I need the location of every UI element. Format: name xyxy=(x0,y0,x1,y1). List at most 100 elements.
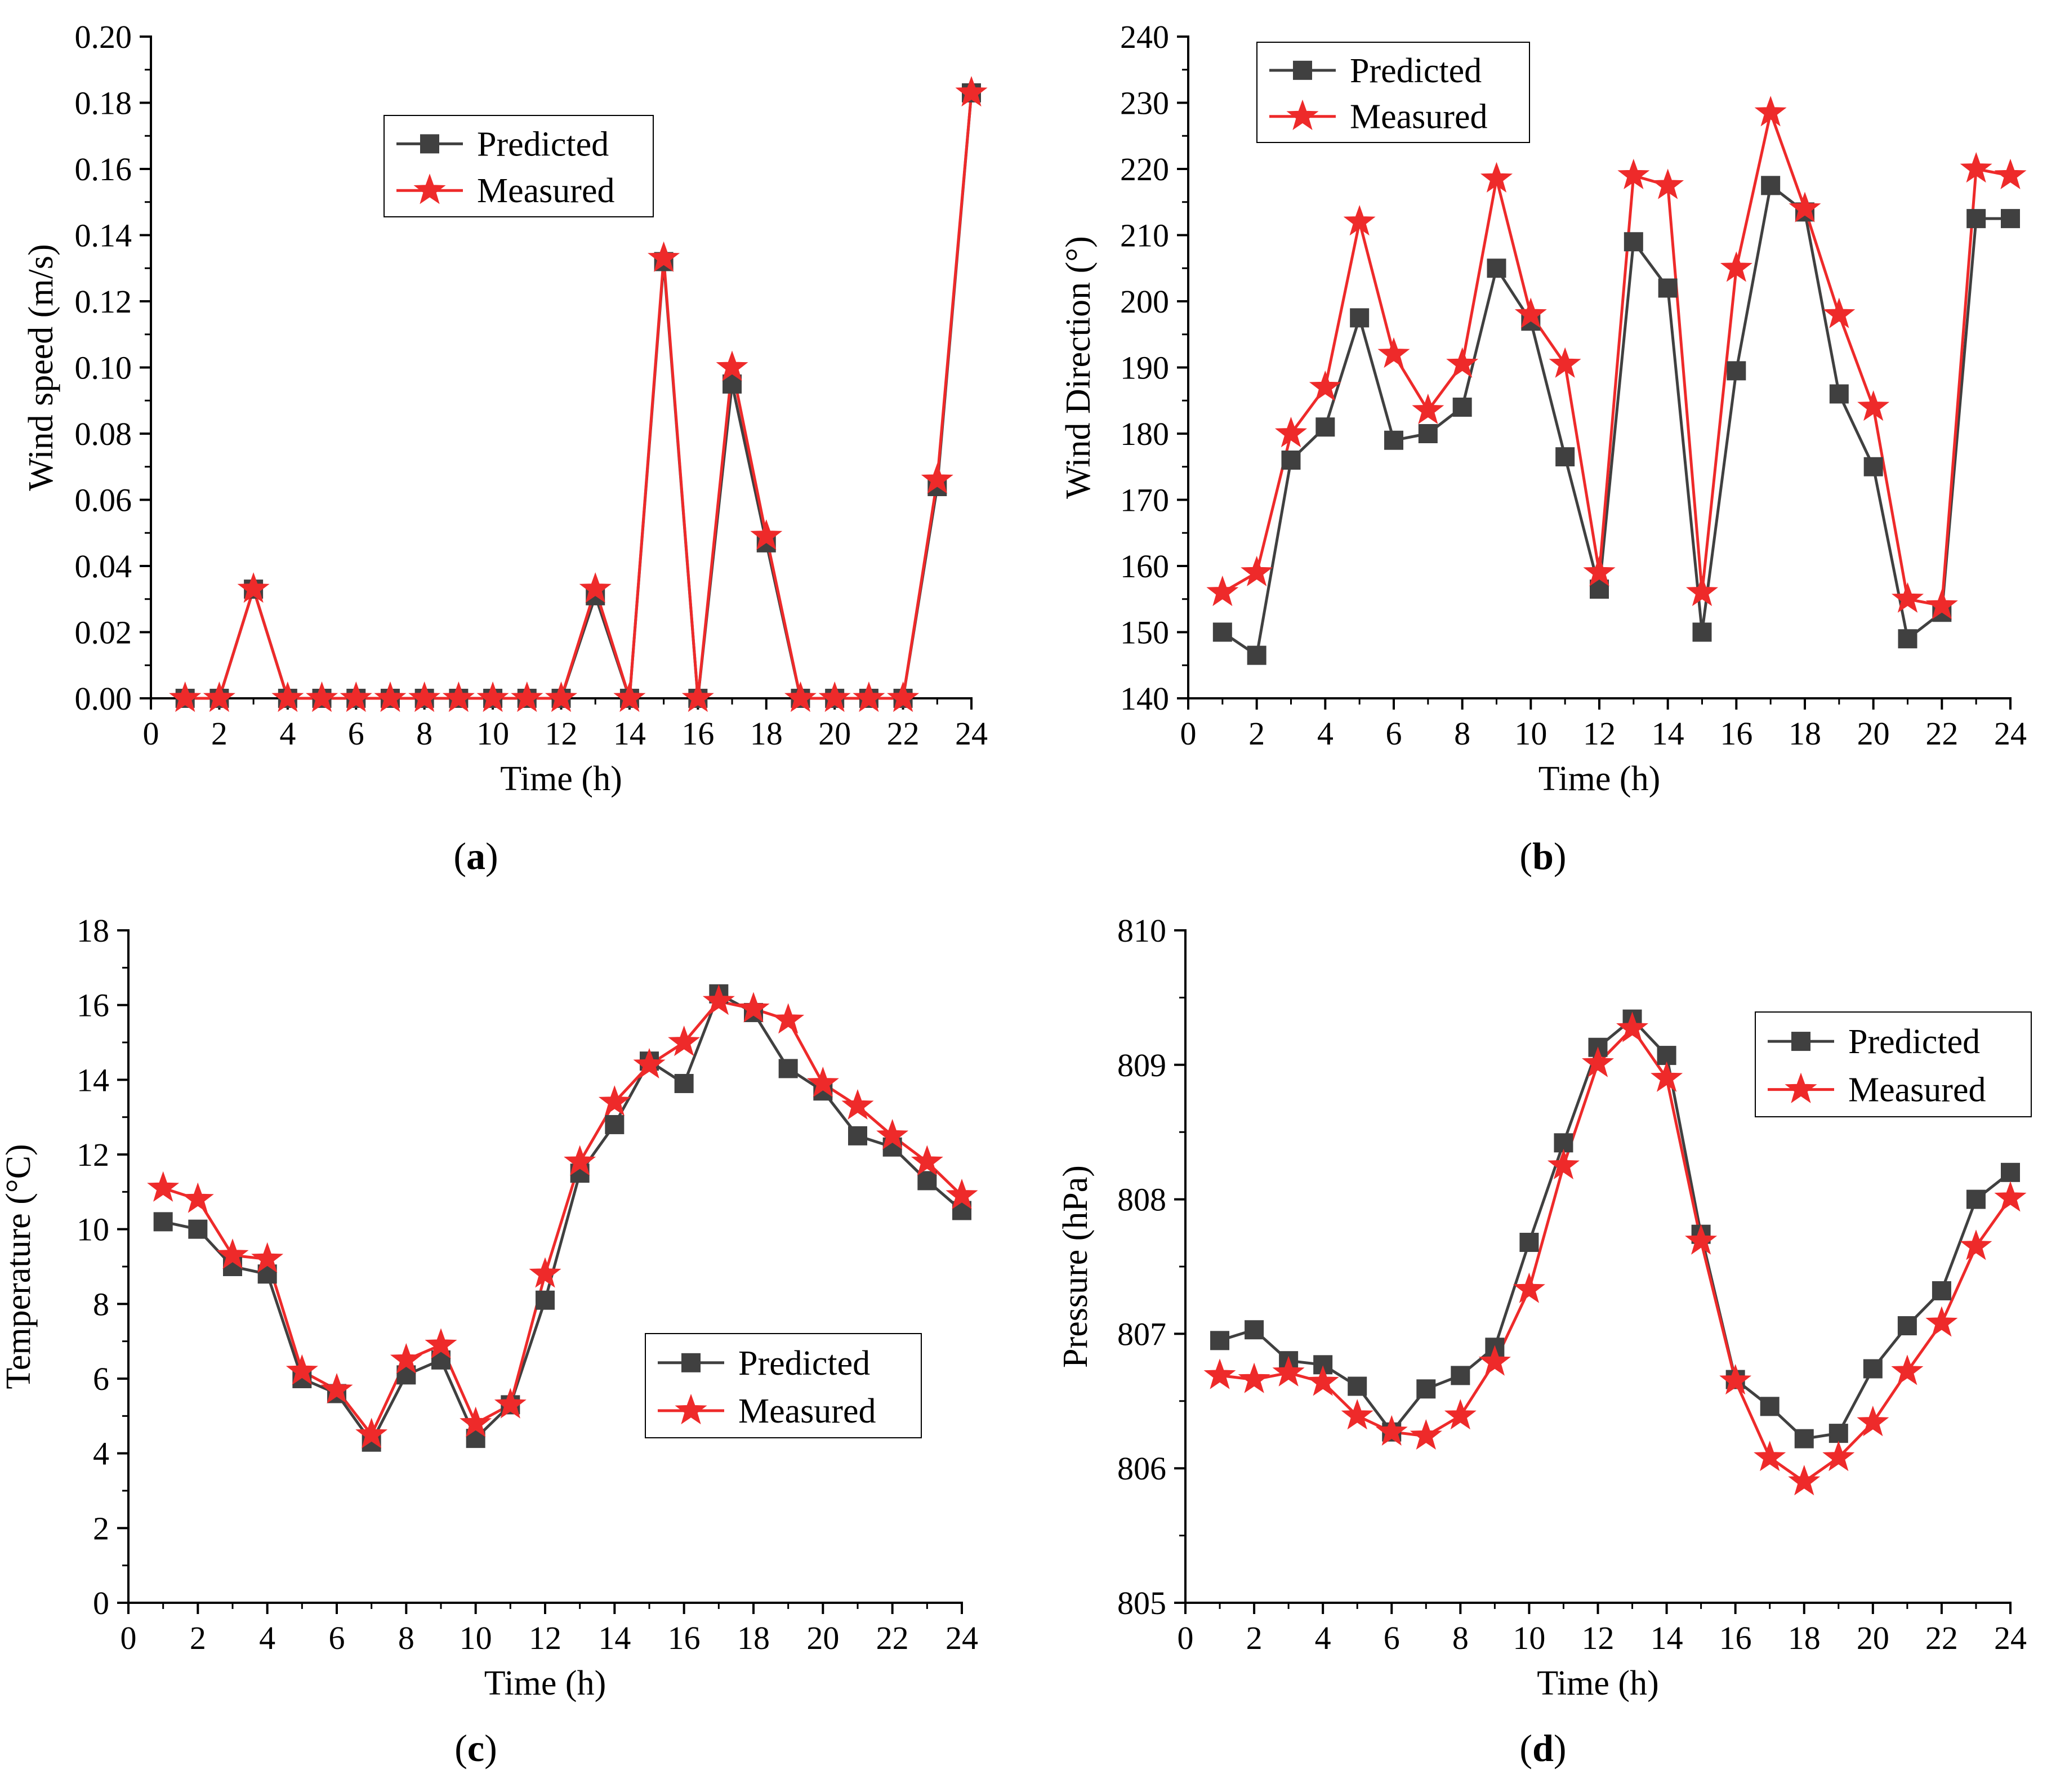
data-point-measured-d xyxy=(1651,1061,1683,1092)
data-point-measured-c xyxy=(876,1118,909,1150)
data-point-measured-c xyxy=(390,1343,422,1374)
data-point-measured-d xyxy=(1444,1399,1477,1430)
data-point-measured-b xyxy=(1343,205,1376,236)
data-point-measured-b xyxy=(1583,555,1616,586)
data-point-measured-c xyxy=(286,1354,318,1385)
data-point-measured-d xyxy=(1616,1011,1649,1042)
x-tick-label-c: 4 xyxy=(259,1620,275,1656)
data-point-measured-b xyxy=(1617,158,1650,190)
y-tick-label-c: 0 xyxy=(93,1585,109,1621)
x-tick-label-d: 2 xyxy=(1246,1620,1263,1656)
y-tick-label-b: 240 xyxy=(1120,19,1169,55)
data-point-predicted-b xyxy=(1863,457,1883,476)
data-point-measured-c xyxy=(737,992,770,1023)
data-point-measured-a xyxy=(716,350,748,381)
legend-marker-measured-a xyxy=(413,173,446,204)
data-point-measured-c xyxy=(702,984,735,1015)
x-tick-label-b: 2 xyxy=(1248,715,1265,752)
y-tick-label-a: 0.10 xyxy=(75,350,132,386)
data-point-measured-a xyxy=(818,681,851,712)
y-tick-label-a: 0.00 xyxy=(75,680,132,717)
data-point-measured-a xyxy=(887,681,920,712)
legend-box-a xyxy=(383,115,654,217)
data-point-predicted-b xyxy=(1281,451,1301,470)
data-point-measured-d xyxy=(1994,1181,2027,1212)
legend-marker-measured-c xyxy=(675,1393,707,1425)
data-point-predicted-d xyxy=(1519,1233,1539,1252)
data-point-measured-d xyxy=(1238,1362,1270,1393)
y-tick-label-b: 220 xyxy=(1120,151,1169,188)
y-tick-label-b: 200 xyxy=(1120,283,1169,320)
data-point-measured-b xyxy=(1446,347,1479,378)
y-tick-label-a: 0.16 xyxy=(75,151,132,188)
data-point-measured-d xyxy=(1581,1046,1615,1077)
data-point-measured-d xyxy=(1203,1358,1236,1389)
data-point-measured-d xyxy=(1788,1465,1821,1496)
x-tick-label-d: 6 xyxy=(1384,1620,1400,1656)
y-tick-label-a: 0.08 xyxy=(75,416,132,452)
data-point-measured-a xyxy=(476,681,509,712)
series-line-measured-d xyxy=(1219,1027,2012,1483)
x-tick-label-a: 22 xyxy=(887,715,920,752)
x-tick-label-b: 16 xyxy=(1720,715,1752,752)
x-axis-label-d: Time (h) xyxy=(1537,1664,1658,1702)
data-point-predicted-c xyxy=(605,1115,625,1134)
data-point-measured-a xyxy=(442,681,475,712)
data-point-measured-d xyxy=(1754,1441,1786,1472)
data-point-predicted-b xyxy=(1966,209,1986,229)
data-point-predicted-d xyxy=(1210,1331,1230,1350)
legend-label-measured-c: Measured xyxy=(738,1392,876,1430)
data-point-measured-b xyxy=(1823,297,1856,328)
y-tick-label-d: 806 xyxy=(1117,1450,1166,1487)
data-point-measured-a xyxy=(408,681,441,712)
data-point-measured-d xyxy=(1478,1345,1511,1376)
y-tick-label-d: 805 xyxy=(1117,1585,1166,1621)
legend-box-b xyxy=(1256,42,1530,143)
legend-marker-measured-b xyxy=(1286,99,1319,131)
data-point-predicted-d xyxy=(1416,1379,1436,1399)
data-point-predicted-d xyxy=(1829,1424,1848,1443)
x-tick-label-a: 20 xyxy=(818,715,851,752)
y-tick-label-a: 0.12 xyxy=(75,283,132,320)
data-point-measured-b xyxy=(1652,168,1684,199)
data-point-measured-d xyxy=(1960,1229,1992,1260)
legend-label-measured-d: Measured xyxy=(1848,1071,1986,1109)
data-point-measured-a xyxy=(545,681,578,712)
data-point-measured-b xyxy=(1514,297,1547,328)
data-point-measured-b xyxy=(1309,370,1341,402)
data-point-measured-b xyxy=(1206,576,1239,607)
x-axis-label-c: Time (h) xyxy=(484,1664,606,1702)
data-point-measured-d xyxy=(1306,1365,1339,1396)
data-point-measured-d xyxy=(1547,1148,1580,1180)
data-point-measured-a xyxy=(579,572,612,603)
data-point-measured-a xyxy=(921,463,953,494)
caption-c: (c) xyxy=(454,1727,497,1769)
data-point-predicted-b xyxy=(1350,308,1370,328)
x-tick-label-b: 12 xyxy=(1583,715,1616,752)
x-tick-label-b: 14 xyxy=(1652,715,1684,752)
data-point-measured-c xyxy=(911,1145,943,1176)
y-tick-label-c: 10 xyxy=(77,1211,109,1248)
y-axis-label-c: Temperature (°C) xyxy=(0,1144,38,1389)
data-point-predicted-d xyxy=(1760,1397,1780,1416)
data-point-measured-a xyxy=(203,681,235,712)
data-point-measured-c xyxy=(564,1145,596,1176)
caption-b: (b) xyxy=(1519,835,1566,877)
data-point-predicted-d xyxy=(1897,1316,1917,1336)
data-point-measured-c xyxy=(529,1257,561,1288)
y-tick-label-b: 160 xyxy=(1120,548,1169,585)
data-point-measured-d xyxy=(1685,1224,1718,1255)
data-point-predicted-b xyxy=(1487,258,1506,278)
y-tick-label-b: 190 xyxy=(1120,350,1169,386)
x-tick-label-c: 2 xyxy=(190,1620,206,1656)
data-point-predicted-c xyxy=(153,1212,173,1232)
chart-panel-b: 0 2 4 6 8 10 12 14 16 18 20 22 241401501601701801902… xyxy=(1059,19,2027,877)
y-axis-label-a: Wind speed (m/s) xyxy=(22,244,60,491)
data-point-measured-c xyxy=(216,1238,249,1269)
data-point-measured-d xyxy=(1719,1364,1752,1395)
y-tick-label-c: 2 xyxy=(93,1510,109,1546)
data-point-predicted-b xyxy=(1898,629,1917,649)
x-tick-label-b: 4 xyxy=(1317,715,1334,752)
y-tick-label-b: 230 xyxy=(1120,85,1169,122)
chart-panel-c: 0 2 4 6 8 10 12 14 16 18 20 22 24024681012141618Time… xyxy=(0,912,978,1769)
